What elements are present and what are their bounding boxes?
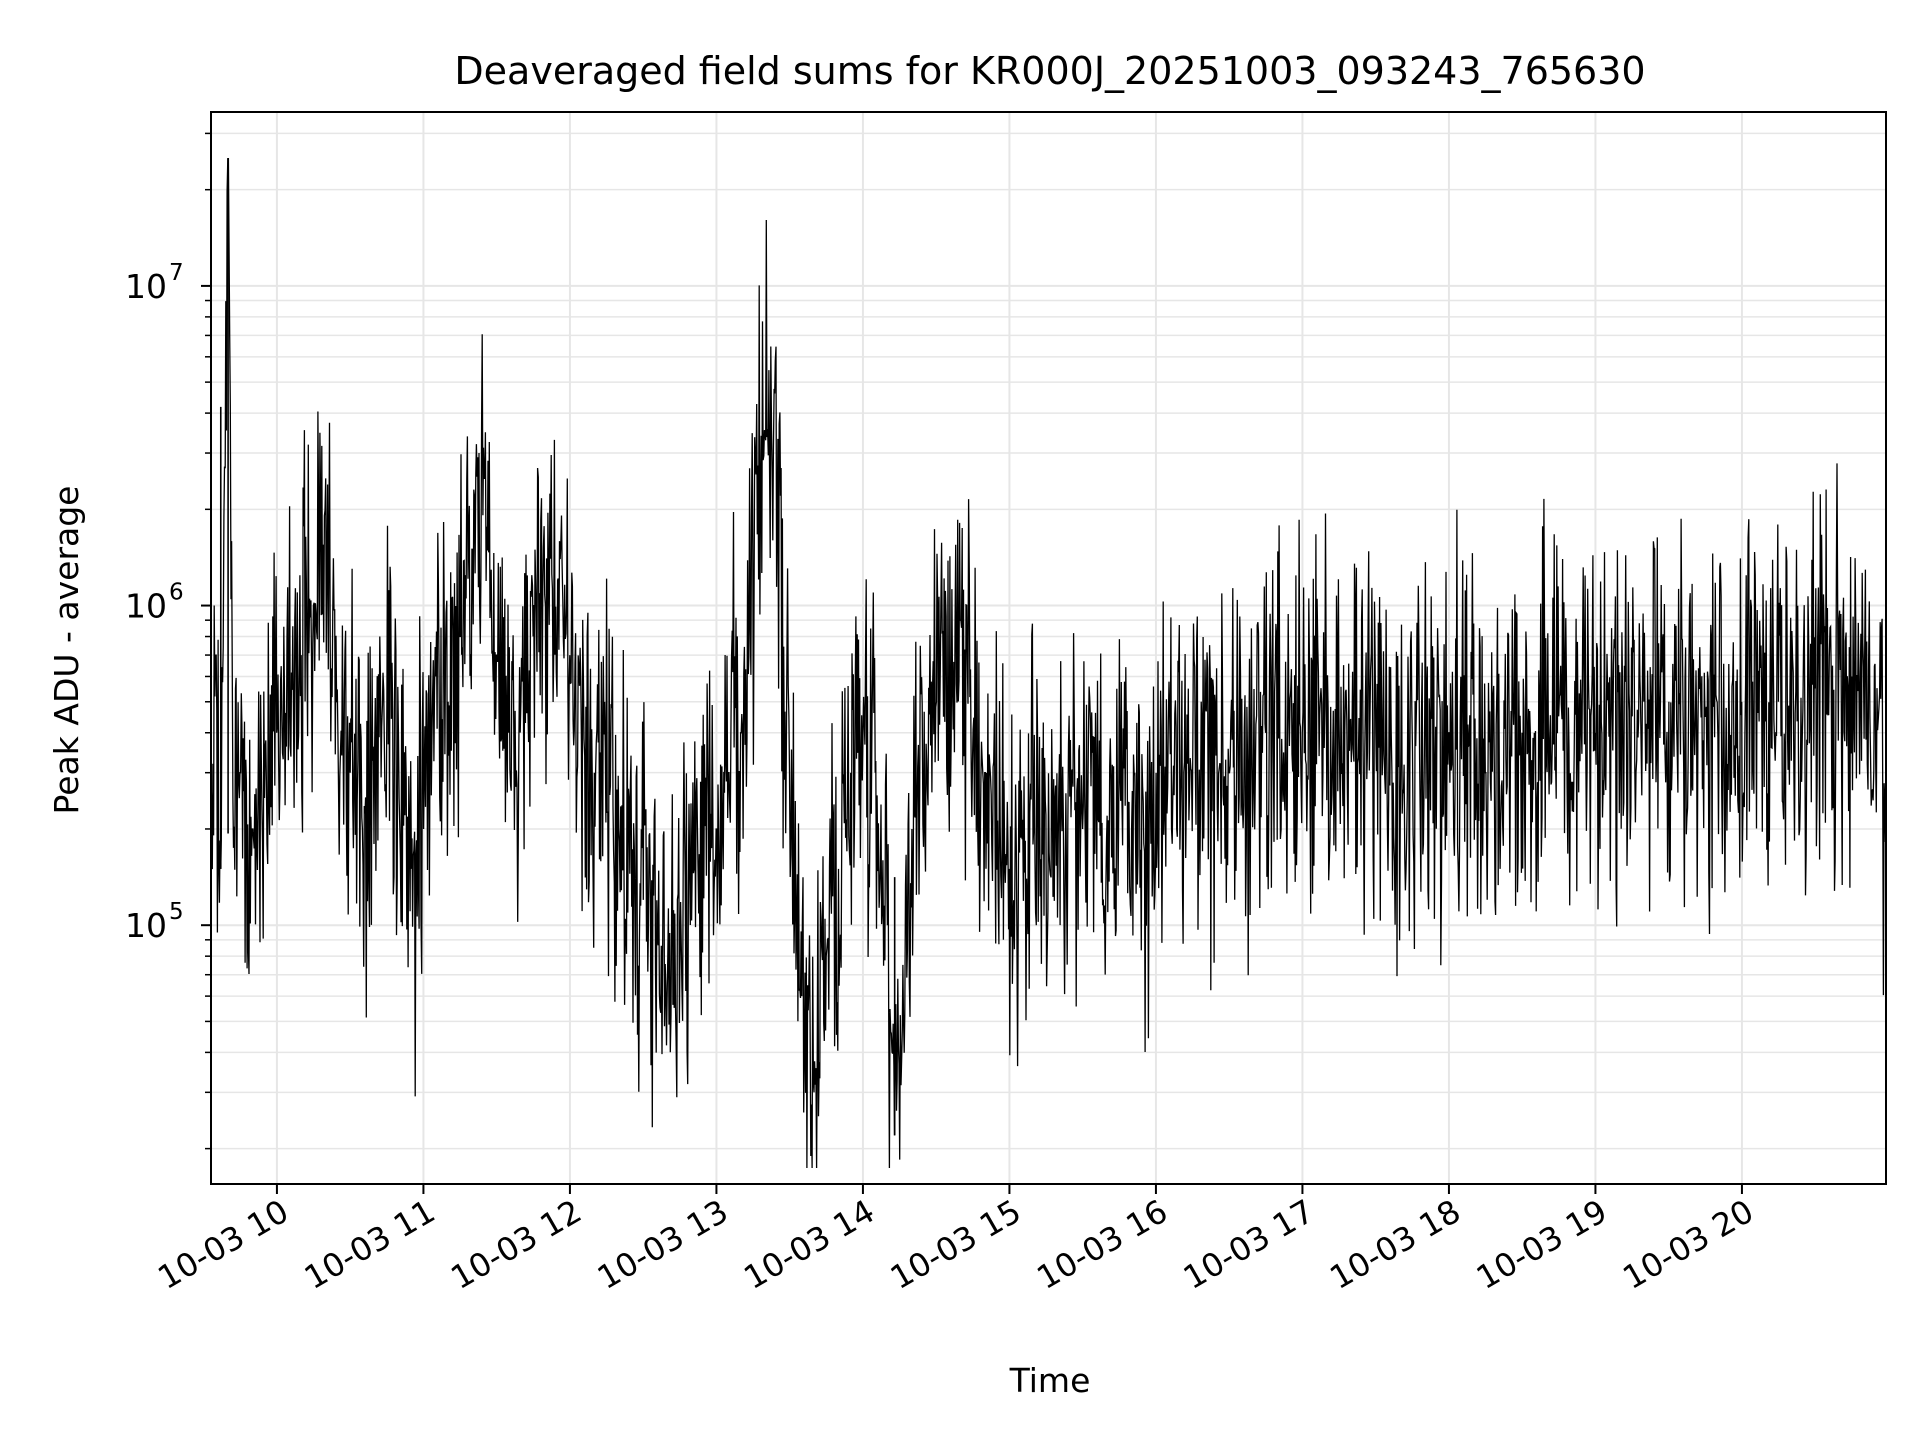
- y-axis-label: Peak ADU - average: [47, 486, 86, 815]
- plot-frame: [210, 111, 1887, 1185]
- y-tick-exponent: 5: [169, 899, 184, 925]
- y-tick-exponent: 7: [169, 260, 184, 286]
- y-tick-exponent: 6: [169, 580, 184, 606]
- y-tick-label: 10: [125, 587, 167, 626]
- x-axis-label: Time: [1009, 1361, 1091, 1400]
- series-line: [210, 158, 1887, 1169]
- y-tick-label: 10: [125, 267, 167, 306]
- y-tick-label: 10: [125, 906, 167, 945]
- series-layer: [210, 158, 1887, 1169]
- chart-title: Deaveraged field sums for KR000J_2025100…: [454, 49, 1645, 93]
